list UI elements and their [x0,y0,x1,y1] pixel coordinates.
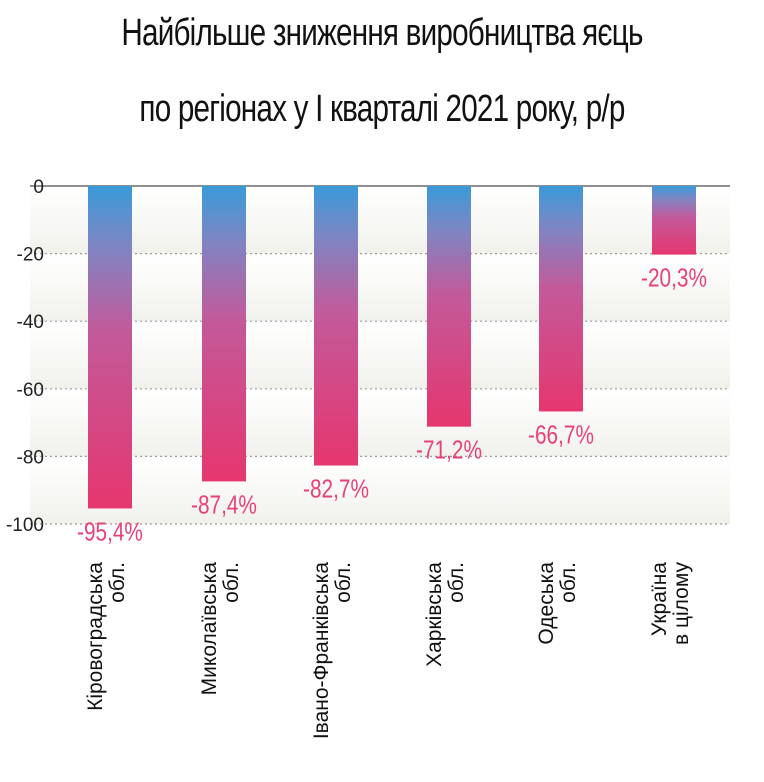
x-category-label-line: Одеська [535,562,558,645]
bar [427,186,471,427]
background-band [30,388,730,457]
bar [314,186,358,466]
value-label: -82,7% [303,474,369,503]
value-label: -87,4% [191,490,257,519]
x-category-label: Одеська обл. [535,562,580,645]
background-band [30,456,730,524]
x-category-label-line: Миколаївська [198,562,221,696]
x-category-label: Івано-Франківська обл. [310,562,355,739]
y-tick-label: -40 [17,312,44,333]
bar [652,186,696,255]
chart-title-line-2: по регіонах у I кварталі 2021 року, р/р [139,88,625,130]
x-category-label-line: Івано-Франківська [310,562,333,739]
chart-title-line-1: Найбільше зниження виробництва яєць [121,12,643,54]
x-category-label-line: Харківська [423,562,446,667]
bar [539,186,583,412]
x-category-label: Україна в цілому [648,562,693,646]
x-category-label-line: Кіровоградська [84,562,107,711]
x-category-label: Харківська обл. [423,562,468,667]
x-category-label-line: в цілому [670,562,693,646]
x-category-label-line: обл. [220,562,243,603]
x-category-label: Кіровоградська обл. [84,562,129,711]
x-category-label-line: обл. [106,562,129,603]
x-category-label-line: обл. [445,562,468,603]
y-tick-label: -80 [17,447,44,468]
x-category-label-line: Україна [648,562,671,636]
value-label: -66,7% [528,420,594,449]
value-label: -20,3% [641,263,707,292]
y-tick-label: -20 [17,245,44,266]
x-category-label-line: обл. [332,562,355,603]
background-band [30,253,730,322]
background-band [30,321,730,389]
x-category-label: Миколаївська обл. [198,562,243,696]
y-tick-label: -60 [17,380,44,401]
background-band [30,186,730,254]
x-category-label-line: обл. [557,562,580,603]
value-label: -71,2% [416,435,482,464]
y-tick-label: -100 [6,515,44,536]
value-label: -95,4% [77,517,143,546]
bar [202,186,246,482]
y-tick-label: 0 [33,177,44,198]
bar [88,186,132,509]
